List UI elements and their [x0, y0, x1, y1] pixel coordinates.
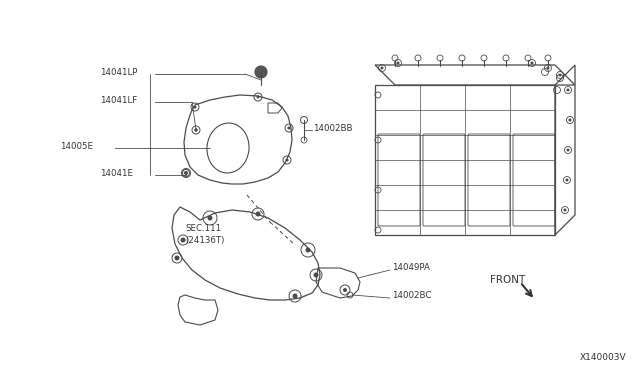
Circle shape	[180, 237, 186, 243]
Text: SEC.111: SEC.111	[185, 224, 221, 232]
Text: FRONT: FRONT	[490, 275, 525, 285]
Circle shape	[343, 288, 347, 292]
Circle shape	[566, 89, 570, 92]
Circle shape	[566, 148, 570, 151]
Circle shape	[566, 179, 568, 182]
Circle shape	[314, 273, 319, 278]
Circle shape	[207, 215, 212, 221]
Text: 14041E: 14041E	[100, 169, 133, 177]
Circle shape	[287, 126, 291, 129]
Circle shape	[184, 171, 188, 174]
Circle shape	[255, 212, 260, 217]
Circle shape	[193, 106, 196, 109]
Text: (24136T): (24136T)	[185, 235, 225, 244]
Text: 14049PA: 14049PA	[392, 263, 430, 273]
Circle shape	[547, 67, 550, 70]
Text: X140003V: X140003V	[580, 353, 627, 362]
Text: 14002BC: 14002BC	[392, 292, 431, 301]
Circle shape	[175, 256, 179, 260]
Text: 14041LF: 14041LF	[100, 96, 137, 105]
Text: 14041LP: 14041LP	[100, 67, 138, 77]
Circle shape	[292, 294, 298, 298]
Circle shape	[257, 96, 259, 99]
Circle shape	[184, 171, 188, 175]
Circle shape	[255, 66, 267, 78]
Circle shape	[381, 67, 383, 70]
Circle shape	[285, 158, 289, 161]
Circle shape	[305, 247, 310, 253]
Text: 14005E: 14005E	[60, 141, 93, 151]
Text: 14002BB: 14002BB	[313, 124, 353, 132]
Circle shape	[568, 119, 572, 122]
Circle shape	[531, 61, 534, 64]
Circle shape	[194, 128, 198, 132]
Circle shape	[397, 61, 399, 64]
Circle shape	[559, 74, 561, 77]
Circle shape	[563, 208, 566, 212]
